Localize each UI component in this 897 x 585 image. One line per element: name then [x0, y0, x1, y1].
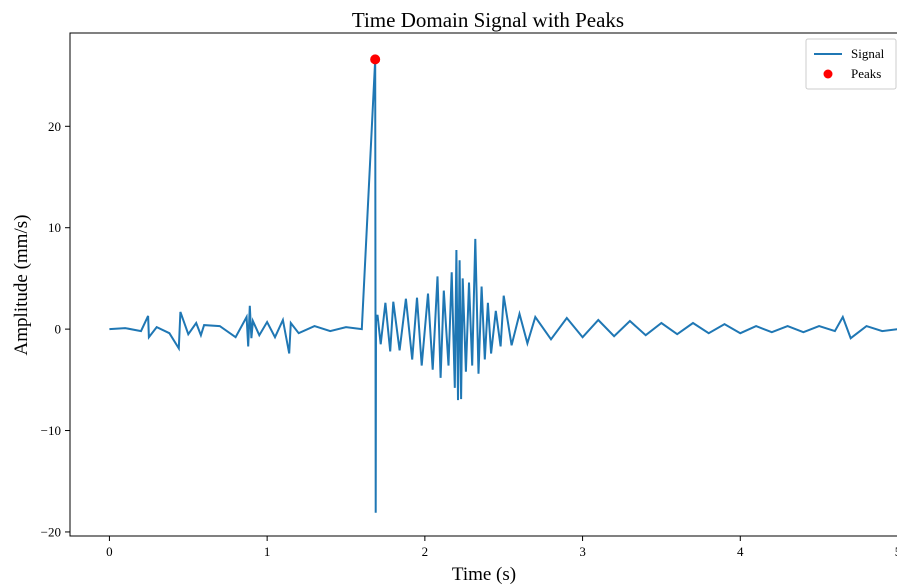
legend-peaks-swatch	[823, 69, 833, 79]
x-tick-label: 0	[106, 544, 113, 559]
y-tick-label: −10	[41, 423, 61, 438]
x-axis: 0 1 2 3 4 5	[106, 536, 897, 559]
x-tick-label: 1	[264, 544, 271, 559]
y-tick-label: 20	[48, 119, 61, 134]
plot-frame	[69, 32, 897, 537]
legend: Signal Peaks	[805, 38, 897, 90]
legend-peaks-label: Peaks	[851, 66, 881, 81]
y-tick-label: 10	[48, 220, 61, 235]
peak-point	[370, 54, 381, 65]
x-tick-label: 2	[422, 544, 429, 559]
x-tick-label: 4	[737, 544, 744, 559]
x-tick-label: 3	[579, 544, 586, 559]
plot-area	[109, 54, 897, 513]
y-tick-label: −20	[41, 524, 61, 539]
x-axis-title: Time (s)	[452, 564, 516, 585]
signal-line	[109, 59, 897, 513]
legend-signal-label: Signal	[851, 46, 885, 61]
y-axis-title: Amplitude (mm/s)	[11, 215, 32, 356]
y-axis: −20 −10 0 10 20	[41, 119, 70, 539]
chart-title: Time Domain Signal with Peaks	[352, 8, 624, 32]
y-tick-label: 0	[55, 322, 62, 337]
x-tick-label: 5	[895, 544, 897, 559]
